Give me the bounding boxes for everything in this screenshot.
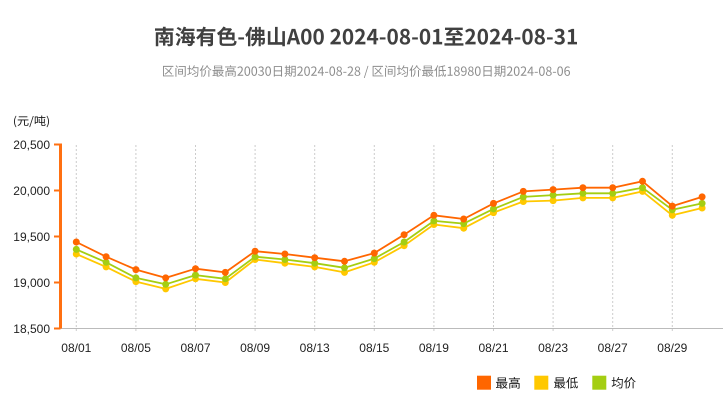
- svg-text:19,000: 19,000: [13, 276, 50, 290]
- svg-text:20,000: 20,000: [13, 184, 50, 198]
- svg-text:08/01: 08/01: [61, 341, 91, 355]
- svg-text:19,500: 19,500: [13, 230, 50, 244]
- svg-text:08/15: 08/15: [359, 341, 389, 355]
- svg-text:20,500: 20,500: [13, 138, 50, 152]
- svg-text:08/05: 08/05: [121, 341, 151, 355]
- svg-text:18,500: 18,500: [13, 322, 50, 336]
- svg-text:08/21: 08/21: [478, 341, 508, 355]
- svg-text:08/23: 08/23: [538, 341, 568, 355]
- svg-text:08/29: 08/29: [657, 341, 687, 355]
- svg-text:08/09: 08/09: [240, 341, 270, 355]
- svg-text:08/07: 08/07: [180, 341, 210, 355]
- svg-text:08/13: 08/13: [300, 341, 330, 355]
- svg-text:08/19: 08/19: [419, 341, 449, 355]
- svg-text:08/27: 08/27: [598, 341, 628, 355]
